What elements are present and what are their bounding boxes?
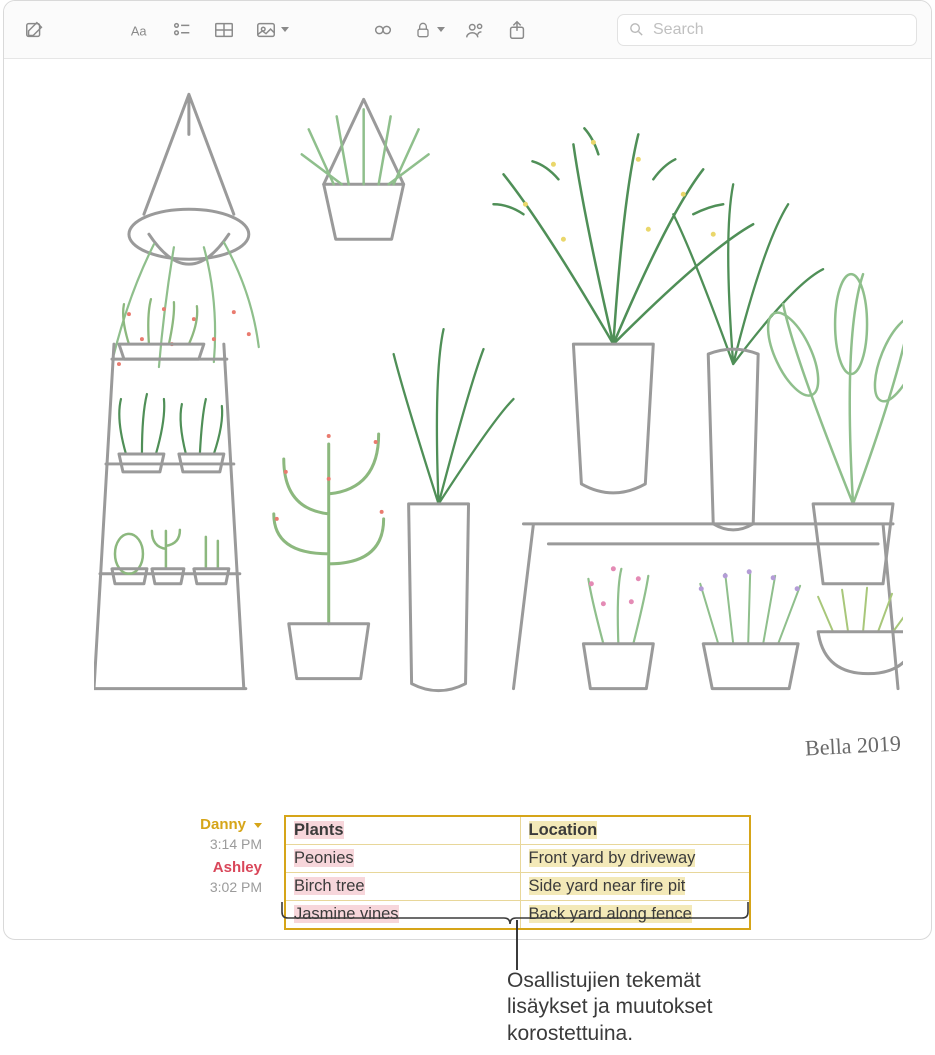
callout-line	[516, 920, 518, 970]
chevron-down-icon[interactable]	[254, 823, 262, 828]
table-button[interactable]	[207, 13, 241, 47]
search-icon	[628, 21, 645, 38]
collaborate-button[interactable]	[458, 13, 492, 47]
table-cell[interactable]: Birch tree	[285, 873, 520, 901]
notes-window: Aa	[3, 0, 932, 940]
table-row: Birch tree Side yard near fire pit	[285, 873, 750, 901]
table-row: Peonies Front yard by driveway	[285, 845, 750, 873]
format-button[interactable]: Aa	[123, 13, 157, 47]
chevron-down-icon	[281, 27, 289, 32]
participant-time: 3:14 PM	[152, 835, 262, 854]
toolbar: Aa	[4, 1, 931, 59]
search-input[interactable]	[653, 21, 906, 39]
drawing-signature: Bella 2019	[804, 731, 901, 762]
table-header-row: Plants Location	[285, 816, 750, 845]
participant-name: Danny	[200, 815, 246, 835]
checklist-button[interactable]	[165, 13, 199, 47]
media-button[interactable]	[249, 13, 295, 47]
participant: Ashley 3:02 PM	[152, 858, 262, 897]
table-cell[interactable]: Side yard near fire pit	[520, 873, 750, 901]
participant-time: 3:02 PM	[152, 878, 262, 897]
plant-drawing	[4, 59, 931, 749]
note-body: Bella 2019 Danny 3:14 PM Ashley 3:02 PM	[4, 59, 931, 939]
share-button[interactable]	[500, 13, 534, 47]
participant-name: Ashley	[213, 858, 262, 878]
table-header[interactable]: Plants	[285, 816, 520, 845]
compose-button[interactable]	[18, 13, 52, 47]
search-field[interactable]	[617, 14, 917, 46]
participant: Danny 3:14 PM	[152, 815, 262, 854]
callout-text: Osallistujien tekemät lisäykset ja muuto…	[507, 968, 807, 1047]
lock-button[interactable]	[408, 13, 450, 47]
table-cell[interactable]: Front yard by driveway	[520, 845, 750, 873]
participant-list: Danny 3:14 PM Ashley 3:02 PM	[152, 815, 262, 930]
link-button[interactable]	[366, 13, 400, 47]
table-cell[interactable]: Peonies	[285, 845, 520, 873]
svg-text:Aa: Aa	[131, 23, 148, 38]
table-header[interactable]: Location	[520, 816, 750, 845]
chevron-down-icon	[437, 27, 445, 32]
